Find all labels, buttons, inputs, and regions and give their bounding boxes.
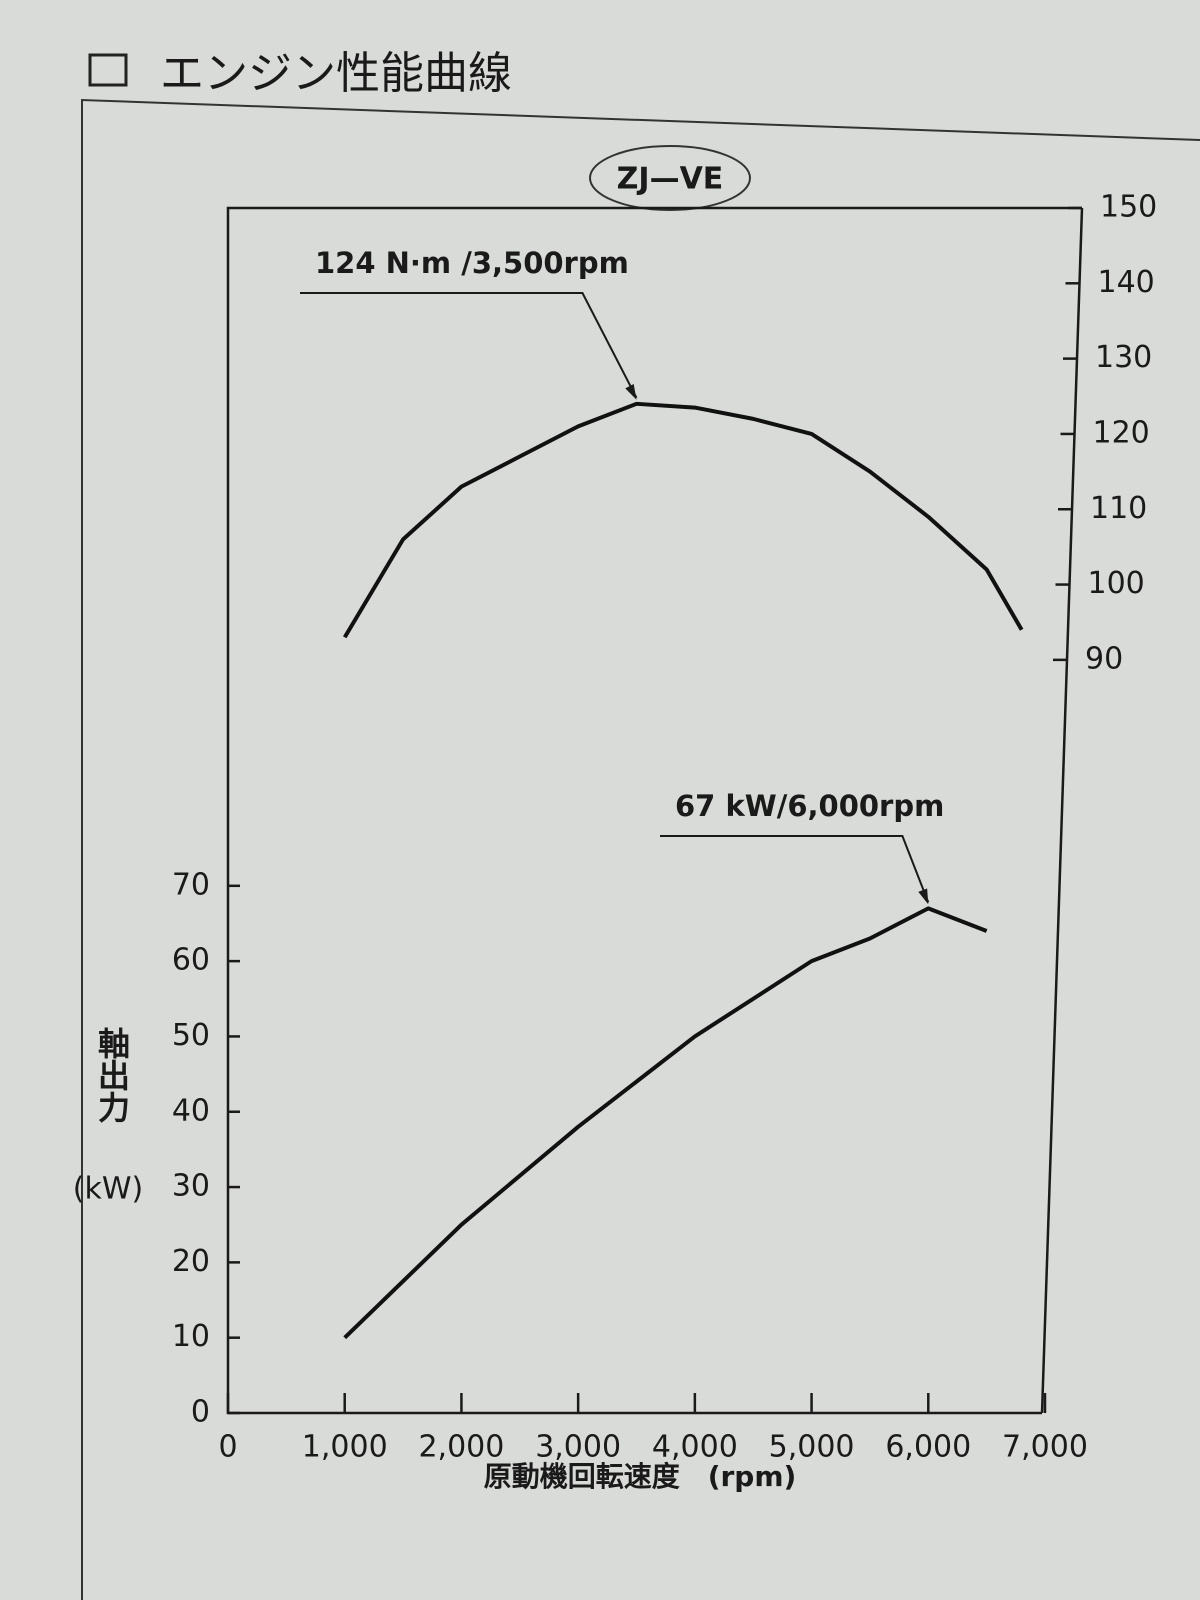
x-tick-label: 7,000 <box>1002 1430 1088 1465</box>
y-tick-label: 70 <box>172 867 210 902</box>
x-tick-label: 0 <box>218 1430 237 1465</box>
page-frame <box>81 98 1200 1600</box>
annotation-leader <box>300 292 638 399</box>
y-tick-label: 40 <box>172 1093 210 1128</box>
line-series <box>343 906 988 1340</box>
y-tick-label: 50 <box>172 1018 210 1053</box>
y-tick-label: 0 <box>191 1395 210 1430</box>
annotation-arrow <box>625 384 637 400</box>
chart-title: エンジン性能曲線 <box>160 48 512 99</box>
right-axis <box>1040 207 1084 1414</box>
title-box <box>88 53 128 87</box>
chart-subtitle: ZJ—VE <box>617 162 724 197</box>
y-tick-label: 60 <box>172 943 210 978</box>
y2-tick-label: 90 <box>1085 641 1123 676</box>
x-tick-label: 6,000 <box>885 1430 971 1465</box>
x-tick-label: 2,000 <box>418 1430 504 1465</box>
x-tick-label: 4,000 <box>652 1430 738 1465</box>
x-tick-label: 1,000 <box>302 1430 388 1465</box>
y2-tick-label: 120 <box>1093 415 1150 450</box>
y-tick-label: 20 <box>172 1244 210 1279</box>
y-tick-label: 10 <box>172 1319 210 1354</box>
y2-tick-label: 130 <box>1095 340 1152 375</box>
subtitle-circle <box>589 145 751 211</box>
annotation-arrow <box>918 888 929 905</box>
y-axis-label: 軸出力 <box>93 1027 131 1124</box>
y2-tick-label: 100 <box>1088 566 1145 601</box>
y2-tick-label: 110 <box>1090 491 1147 526</box>
annotation: 67 kW/6,000rpm <box>675 789 944 823</box>
y-tick-label: 30 <box>172 1169 210 1204</box>
y2-tick-label: 140 <box>1098 265 1155 300</box>
annotation: 124 N·m /3,500rpm <box>315 246 629 280</box>
line-series <box>342 401 1024 639</box>
x-axis-label: 原動機回転速度 (rpm) <box>484 1460 797 1493</box>
x-tick-label: 5,000 <box>769 1430 855 1465</box>
y2-tick-label: 150 <box>1100 190 1157 225</box>
x-tick-label: 3,000 <box>535 1430 621 1465</box>
y-axis-unit: (kW) <box>73 1172 143 1207</box>
plot-frame <box>226 206 1082 1415</box>
annotation-leader <box>660 835 930 903</box>
